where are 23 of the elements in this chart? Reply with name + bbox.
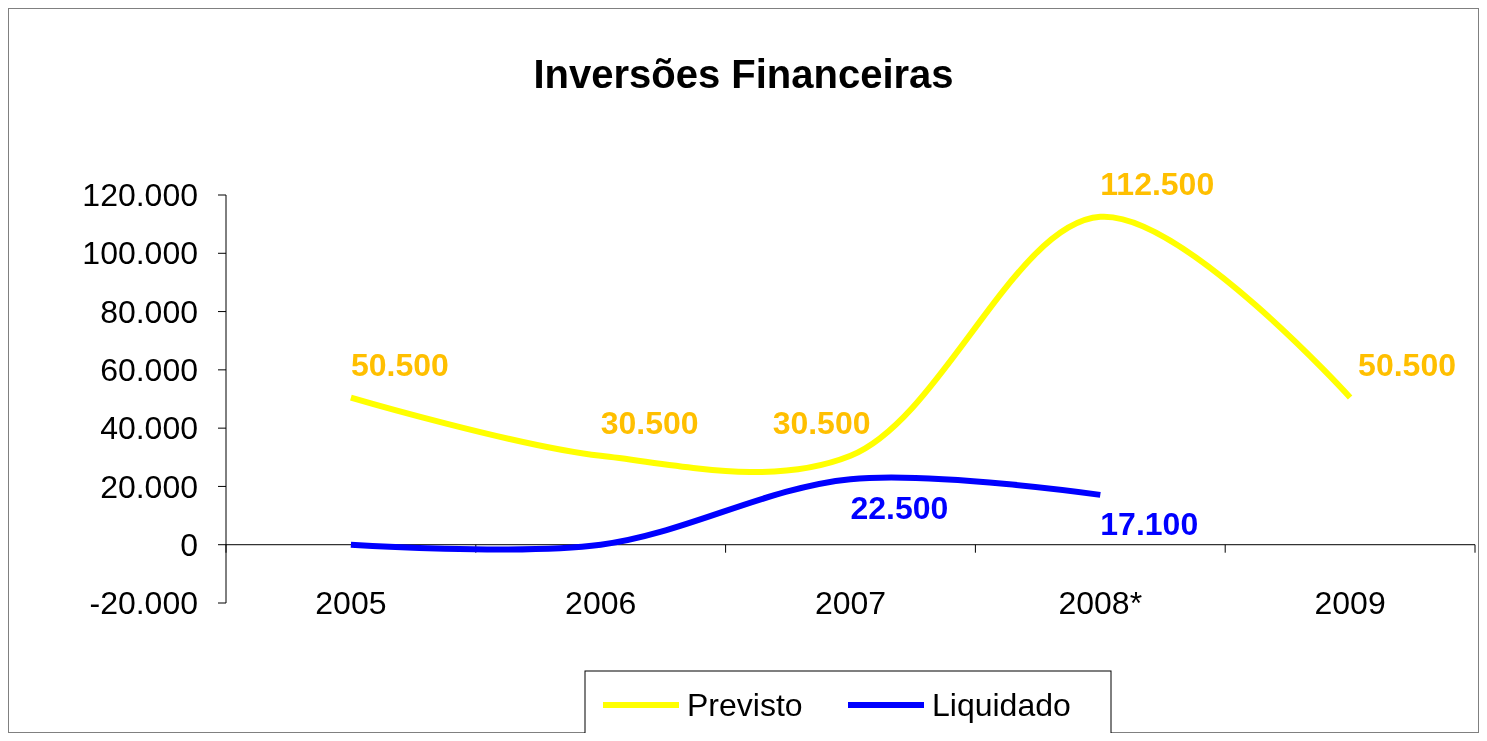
x-tick-label: 2006 bbox=[565, 585, 637, 622]
y-tick-label: 100.000 bbox=[82, 235, 198, 272]
chart-title: Inversões Financeiras bbox=[533, 52, 954, 96]
data-label: 50.500 bbox=[1358, 346, 1456, 383]
data-label: 50.500 bbox=[350, 346, 449, 383]
data-label: 30.500 bbox=[600, 404, 699, 441]
legend-label: Liquidado bbox=[932, 687, 1071, 724]
y-tick-label: 60.000 bbox=[100, 352, 198, 389]
y-tick-label: 120.000 bbox=[82, 177, 198, 214]
legend-label: Previsto bbox=[687, 687, 803, 724]
y-tick-label: -20.000 bbox=[89, 585, 198, 622]
x-tick-label: 2007 bbox=[814, 585, 887, 622]
data-label: 112.500 bbox=[1100, 165, 1215, 202]
y-tick-label: 0 bbox=[180, 526, 198, 563]
y-tick-label: 40.000 bbox=[100, 410, 198, 447]
data-label: 17.100 bbox=[1100, 505, 1199, 542]
x-tick-label: 2005 bbox=[315, 585, 387, 622]
x-tick-label: 2008* bbox=[1058, 585, 1143, 622]
y-tick-label: 80.000 bbox=[100, 293, 198, 330]
data-label: 22.500 bbox=[850, 490, 949, 527]
y-tick-label: 20.000 bbox=[100, 468, 198, 505]
data-label: 30.500 bbox=[772, 404, 871, 441]
x-tick-label: 2009 bbox=[1314, 585, 1386, 622]
